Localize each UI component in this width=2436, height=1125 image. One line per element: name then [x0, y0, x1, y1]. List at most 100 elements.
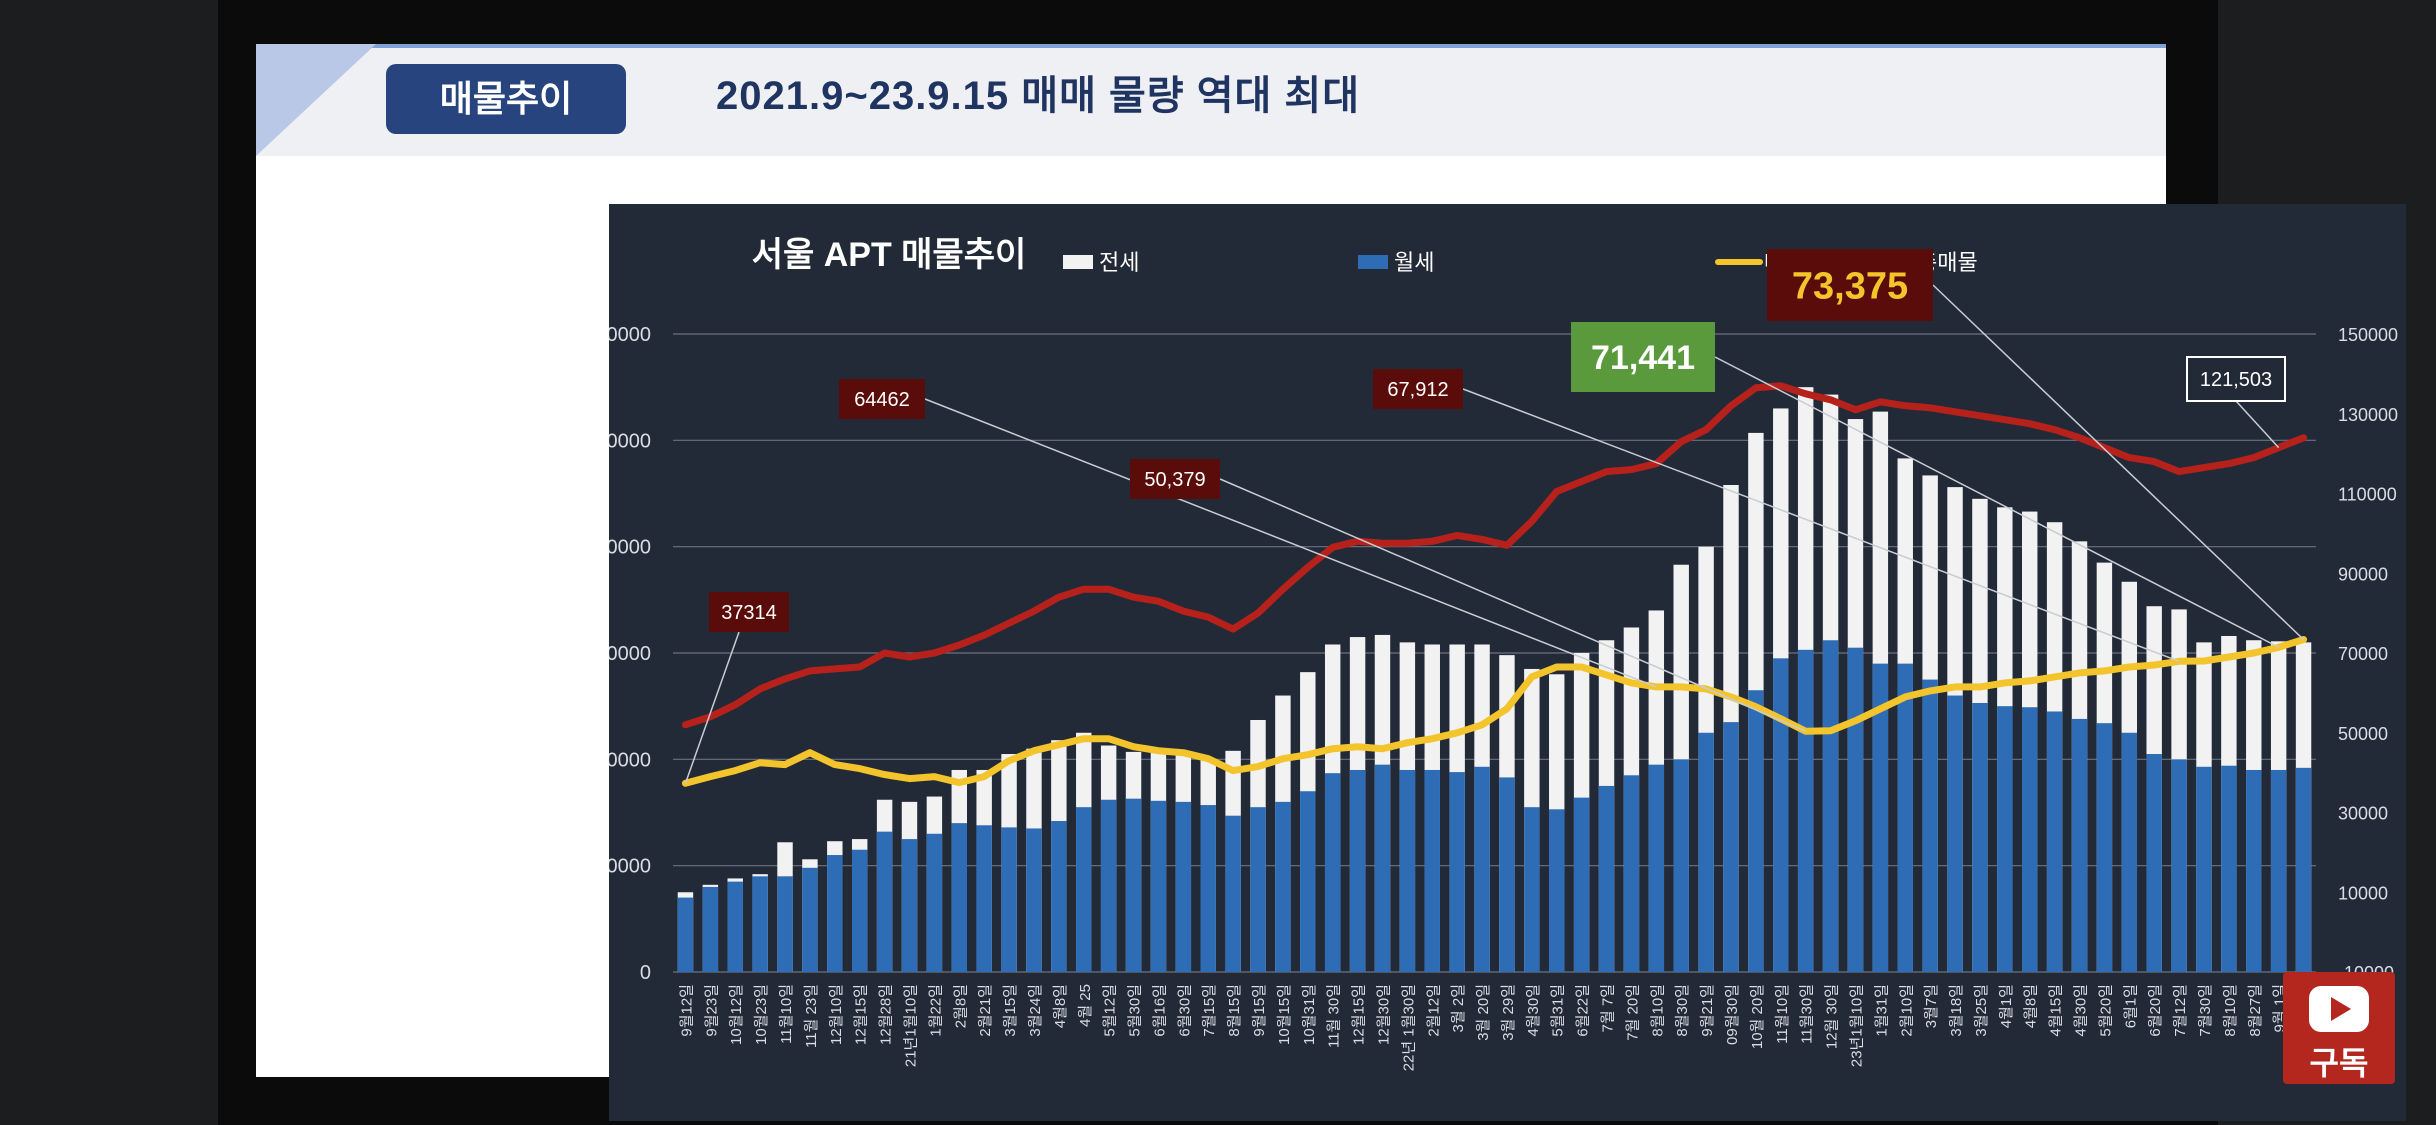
wolse-bar [1698, 732, 1714, 972]
wolse-bar [1200, 805, 1216, 972]
wolse-bar [1897, 663, 1913, 972]
wolse-bar [976, 825, 992, 972]
callout-box [1373, 369, 1463, 409]
wolse-bar [2196, 766, 2212, 972]
subscribe-button[interactable]: 구독 [2283, 972, 2395, 1084]
wolse-bar [827, 855, 843, 972]
callout-box [1571, 322, 1715, 392]
callout-label: 71,441 [1591, 339, 1695, 377]
wolse-bar [1449, 772, 1465, 972]
x-tick-label: 5월12일 [1102, 984, 1119, 1037]
wolse-bar [1573, 797, 1590, 972]
right-tick-label: 110000 [2338, 485, 2397, 505]
callout-label: 37314 [721, 602, 777, 624]
wolse-bar [1623, 775, 1640, 972]
wolse-bar [1549, 809, 1565, 972]
x-tick-label: 21년1월10일 [902, 984, 919, 1067]
chart-grid [673, 333, 2316, 973]
wolse-bar [1100, 799, 1117, 972]
x-tick-label: 12월15일 [1351, 984, 1368, 1045]
left-tick-label: 10000 [609, 856, 651, 878]
x-tick-label: 11월 30일 [1326, 984, 1343, 1048]
x-tick-label: 8월10일 [2222, 984, 2239, 1037]
left-axis: 0 10000 20000 30000 40000 50000 60000 [595, 324, 651, 984]
chart-container: 0100002000030000400005000060000 -1000010… [595, 204, 2406, 1121]
x-tick-label: 6월16일 [1151, 984, 1168, 1037]
wolse-bar [1374, 764, 1391, 972]
wolse-bar [951, 823, 967, 972]
right-axis: -100001000030000500007000090000110000130… [2338, 325, 2398, 983]
x-tick-label: 11월10일 [1774, 984, 1791, 1044]
x-tick-label: 22년 1월30일 [1400, 984, 1417, 1071]
wolse-bar [802, 867, 818, 972]
x-tick-label: 9월12일 [678, 984, 695, 1037]
video-frame-left [0, 0, 218, 1125]
wolse-bar [1723, 722, 1739, 972]
wolse-bar [1150, 800, 1167, 972]
wolse-bar [2295, 767, 2312, 972]
wolse-bar [1250, 807, 1266, 972]
callout-label: 73,375 [1792, 266, 1908, 308]
wolse-bar [1424, 769, 1440, 972]
x-tick-label: 3월 20일 [1475, 984, 1492, 1041]
wolse-bar [1275, 801, 1291, 972]
legend-label: 전세 [1099, 250, 1139, 275]
callout-box [709, 592, 789, 632]
x-tick-label: 4월8일 [2023, 984, 2040, 1028]
callout-leader-line [924, 398, 1657, 688]
x-tick-label: 4월30일 [1525, 984, 1542, 1037]
wolse-bar [1125, 798, 1142, 972]
left-tick-label: 30000 [609, 643, 651, 665]
wolse-bar [1748, 690, 1764, 972]
x-tick-label: 8월15일 [1226, 984, 1243, 1037]
x-tick-label: 10월12일 [728, 984, 745, 1045]
wolse-bar [1001, 827, 1017, 972]
wolse-bar [2071, 718, 2088, 972]
x-tick-label: 3월18일 [1948, 984, 1965, 1037]
wolse-bar [2246, 769, 2262, 972]
right-tick-label: 90000 [2338, 564, 2388, 584]
wolse-bar [1499, 777, 1515, 972]
x-tick-label: 4월1일 [1998, 984, 2015, 1028]
wolse-bar [1225, 815, 1241, 972]
x-tick-label: 1월22일 [927, 984, 944, 1037]
callout-leader-line [684, 631, 740, 784]
wolse-bar [1524, 807, 1540, 972]
wolse-bar [851, 849, 868, 972]
x-tick-label: 4월8일 [1052, 984, 1069, 1028]
x-tick-label: 09월30일 [1724, 984, 1741, 1045]
x-tick-label: 2월21일 [977, 984, 994, 1037]
x-tick-label: 3월24일 [1027, 984, 1044, 1037]
x-tick-label: 2월8일 [952, 984, 969, 1028]
header-accent-line [256, 44, 2166, 48]
callout-leader-line [1932, 284, 2305, 641]
header-corner-decoration [256, 44, 376, 156]
x-tick-label: 9월15일 [1251, 984, 1268, 1037]
x-tick-label: 3월7일 [1923, 984, 1940, 1028]
wolse-bar [1399, 769, 1416, 972]
callout-leader-line [2235, 400, 2280, 449]
callout-box [1130, 459, 1220, 499]
wolse-bar [1947, 695, 1963, 972]
wolse-bar [1300, 791, 1316, 972]
subscribe-label: 구독 [2309, 1044, 2369, 1082]
x-tick-label: 11월10일 [778, 984, 795, 1044]
wolse-bar [1847, 647, 1864, 972]
x-tick-label: 8월30일 [1674, 984, 1691, 1037]
x-tick-label: 6월1일 [2122, 984, 2139, 1028]
wolse-bar [2046, 711, 2063, 972]
wolse-bar [1822, 640, 1839, 972]
wolse-bar [1175, 801, 1192, 972]
x-tick-label: 5월31일 [1550, 984, 1567, 1037]
x-tick-label: 23년1월10일 [1848, 984, 1865, 1067]
x-tick-label: 7월 7일 [1600, 984, 1617, 1032]
x-tick-label: 3월 29일 [1500, 984, 1517, 1041]
wolse-bar [1598, 785, 1615, 972]
x-tick-label: 2월12일 [1425, 984, 1442, 1037]
wolse-bar [702, 886, 719, 972]
x-tick-label: 9월23일 [703, 984, 720, 1037]
x-tick-label: 7월15일 [1201, 984, 1218, 1037]
callout-leader-line [1462, 388, 2180, 663]
x-tick-label: 3월25일 [1973, 984, 1990, 1037]
wolse-bar [1051, 821, 1067, 972]
